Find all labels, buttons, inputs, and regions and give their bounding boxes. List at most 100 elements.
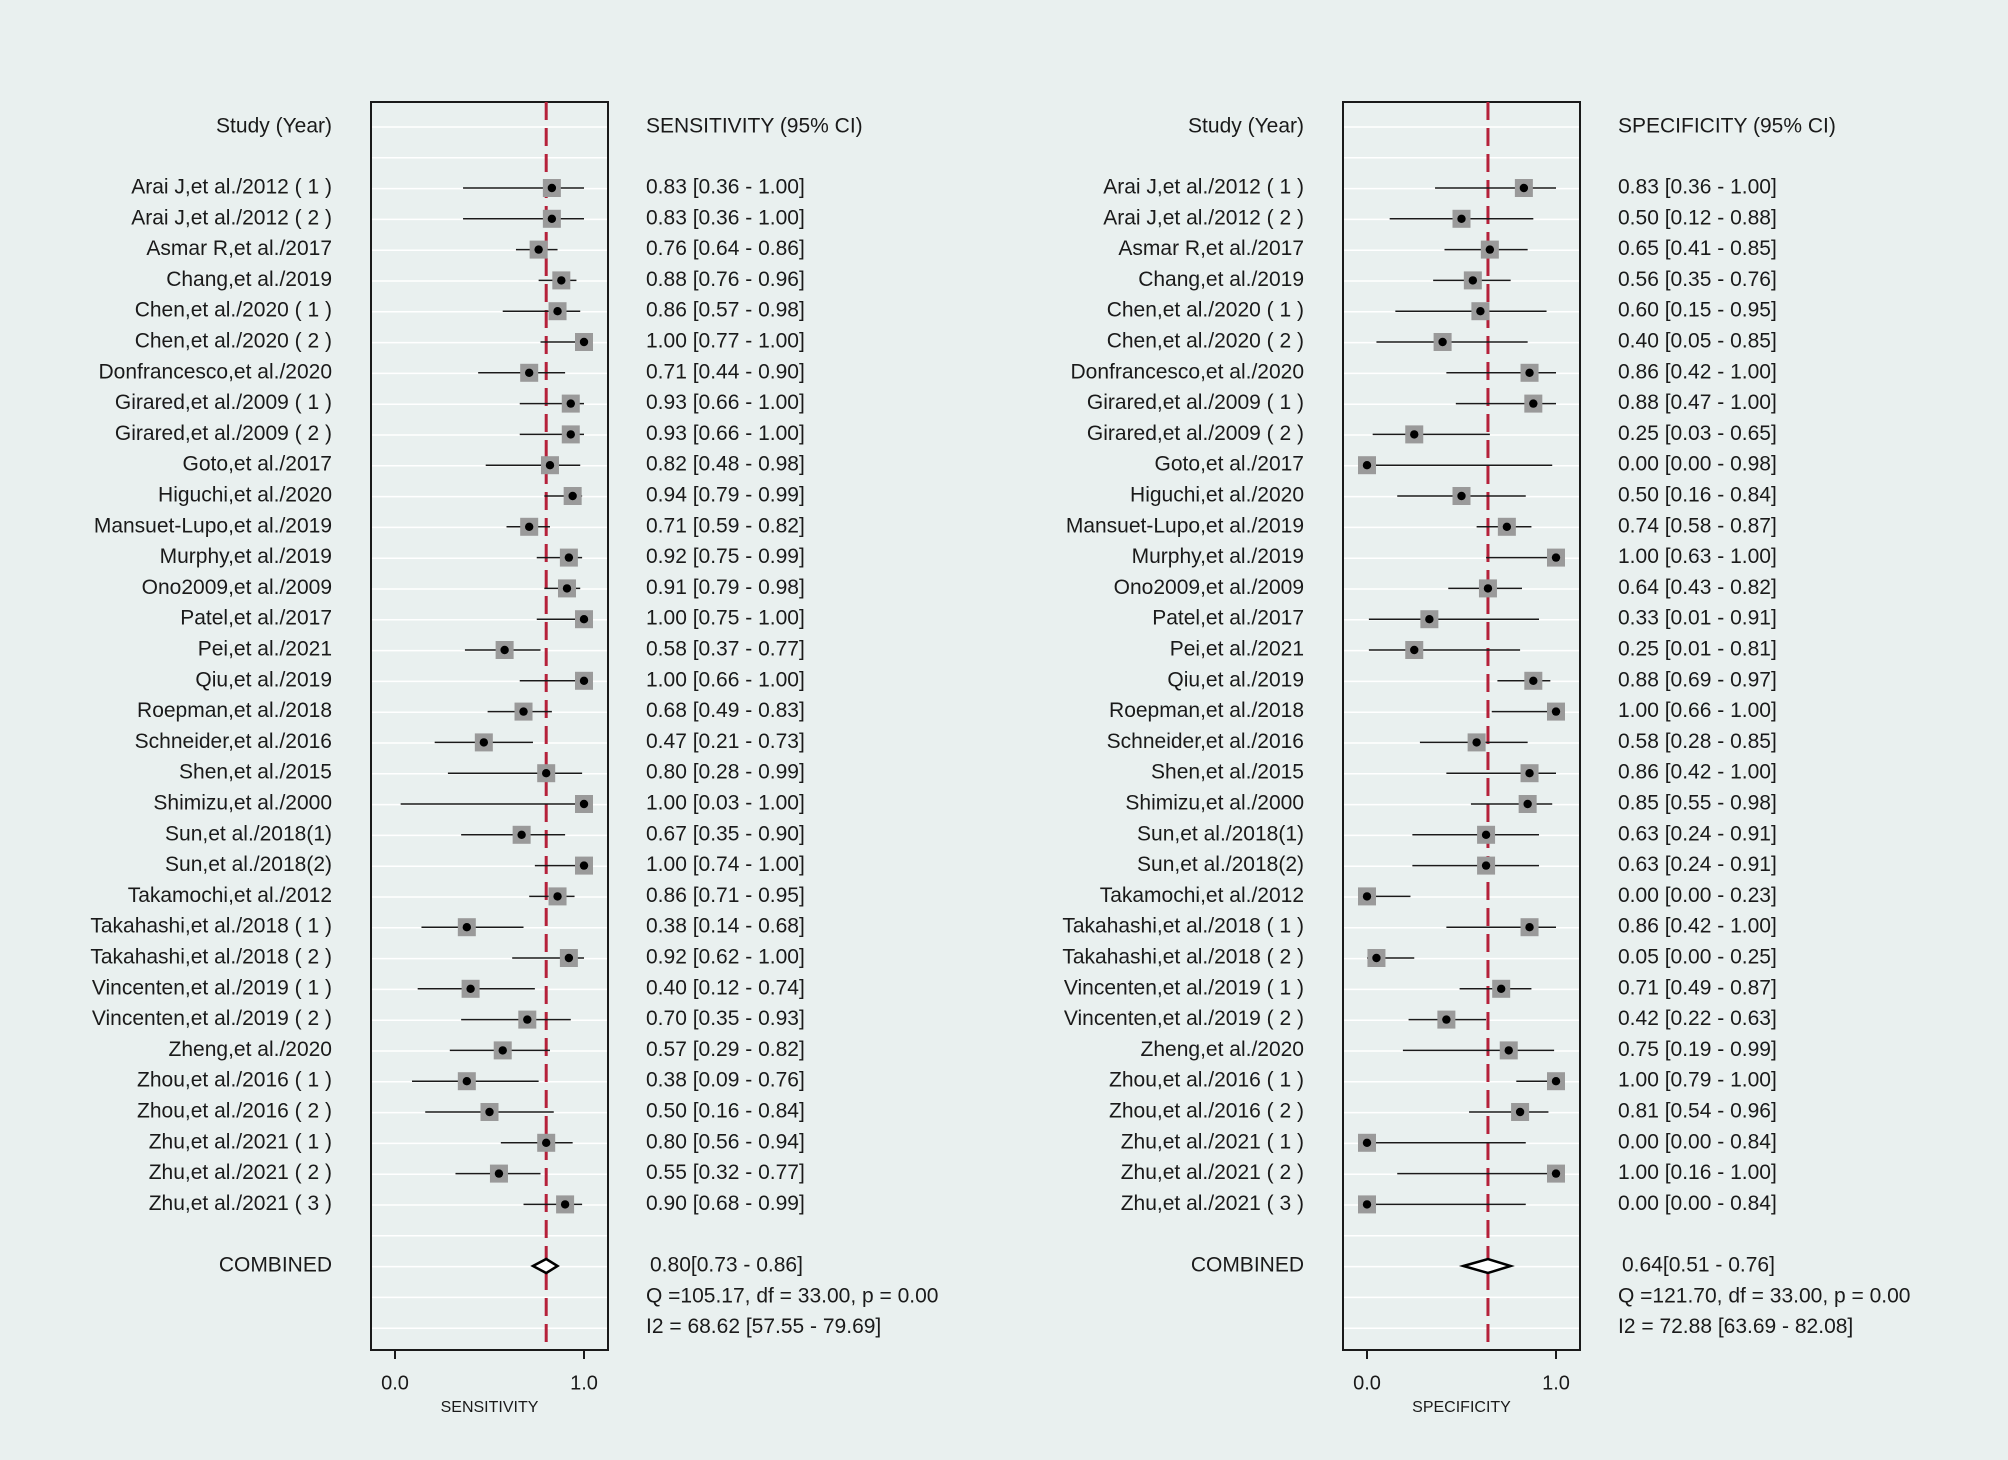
study-label: Higuchi,et al./2020 [1130,484,1304,507]
point-estimate [494,1169,504,1178]
study-ci-text: 0.86 [0.42 - 1.00] [1618,915,1777,938]
point-estimate [1372,953,1381,963]
point-estimate [545,461,555,470]
study-ci-text: 0.80 [0.28 - 0.99] [646,761,805,784]
point-estimate [524,368,534,377]
sensitivity-plot-frame [370,101,609,1351]
point-estimate [466,984,475,993]
study-ci-text: 0.65 [0.41 - 0.85] [1618,237,1777,260]
study-ci-text: 0.86 [0.42 - 1.00] [1618,761,1777,784]
study-label: Schneider,et al./2016 [1107,730,1304,753]
study-label: Pei,et al./2021 [1170,638,1304,661]
point-estimate [1362,461,1372,470]
study-label: Takahashi,et al./2018 ( 2 ) [90,946,332,969]
study-ci-text: 0.00 [0.00 - 0.84] [1618,1130,1777,1153]
point-estimate [568,491,577,501]
x-tick-label: 0.0 [1353,1372,1381,1394]
study-ci-text: 0.70 [0.35 - 0.93] [646,1007,805,1030]
study-ci-text: 0.25 [0.03 - 0.65] [1618,422,1777,445]
point-estimate [1485,245,1495,254]
study-label: Donfrancesco,et al./2020 [99,360,332,383]
study-ci-text: 0.83 [0.36 - 1.00] [646,206,805,229]
study-label: Girared,et al./2009 ( 1 ) [115,391,332,414]
study-label: Vincenten,et al./2019 ( 2 ) [92,1007,332,1030]
study-label: Shimizu,et al./2000 [1125,792,1304,815]
point-estimate [1362,1138,1372,1148]
point-estimate [1476,307,1485,316]
point-estimate [1504,1046,1513,1055]
study-ci-text: 0.38 [0.14 - 0.68] [646,915,805,938]
combined-ci-text: 0.80[0.73 - 0.86] [650,1254,803,1277]
point-estimate [1496,984,1506,993]
point-estimate [1457,214,1466,223]
study-ci-text: 0.88 [0.69 - 0.97] [1618,668,1777,691]
study-ci-text: 0.50 [0.16 - 0.84] [646,1100,805,1123]
heterogeneity-q: Q =121.70, df = 33.00, p = 0.00 [1618,1284,1910,1307]
study-label: Roepman,et al./2018 [1109,699,1304,722]
point-estimate [579,615,589,624]
study-ci-text: 0.33 [0.01 - 0.91] [1618,607,1777,630]
study-ci-text: 0.47 [0.21 - 0.73] [646,730,805,753]
specificity-x-axis-label: SPECIFICITY [1412,1399,1511,1416]
x-tick-label: 1.0 [1542,1372,1570,1394]
study-ci-text: 0.50 [0.12 - 0.88] [1618,206,1777,229]
study-label: Shimizu,et al./2000 [153,792,332,815]
study-label: Chen,et al./2020 ( 2 ) [135,330,332,353]
study-ci-text: 0.92 [0.62 - 1.00] [646,946,805,969]
point-estimate [1551,1169,1561,1178]
point-estimate [579,861,589,870]
point-estimate [1529,676,1538,685]
study-ci-text: 0.86 [0.57 - 0.98] [646,299,805,322]
study-label: Patel,et al./2017 [1152,607,1304,630]
point-estimate [1519,183,1529,193]
combined-label: COMBINED [219,1254,332,1277]
study-label: Roepman,et al./2018 [137,699,332,722]
point-estimate [479,738,489,747]
study-ci-text: 0.58 [0.37 - 0.77] [646,638,805,661]
study-ci-text: 0.50 [0.16 - 0.84] [1618,484,1777,507]
study-label: Takahashi,et al./2018 ( 1 ) [90,915,332,938]
study-label: Vincenten,et al./2019 ( 1 ) [92,976,332,999]
study-ci-text: 0.88 [0.76 - 0.96] [646,268,805,291]
study-label: Zhu,et al./2021 ( 3 ) [149,1192,332,1215]
combined-label: COMBINED [1191,1254,1304,1277]
study-label: Chen,et al./2020 ( 2 ) [1107,330,1304,353]
study-label: Goto,et al./2017 [183,453,332,476]
study-ci-text: 1.00 [0.79 - 1.00] [1618,1069,1777,1092]
study-ci-text: 0.56 [0.35 - 0.76] [1618,268,1777,291]
study-ci-text: 0.75 [0.19 - 0.99] [1618,1038,1777,1061]
point-estimate [1483,584,1493,593]
point-estimate [1425,615,1434,624]
study-ci-text: 0.00 [0.00 - 0.84] [1618,1192,1777,1215]
study-ci-text: 1.00 [0.77 - 1.00] [646,330,805,353]
study-label: Vincenten,et al./2019 ( 1 ) [1064,976,1304,999]
specificity-ci-header: SPECIFICITY (95% CI) [1618,115,1836,138]
point-estimate [1438,337,1447,347]
point-estimate [579,799,589,809]
study-ci-text: 0.83 [0.36 - 1.00] [1618,176,1777,199]
study-ci-text: 0.74 [0.58 - 0.87] [1618,514,1777,537]
study-label: Girared,et al./2009 ( 2 ) [115,422,332,445]
study-label: Zhu,et al./2021 ( 3 ) [1121,1192,1304,1215]
study-label: Girared,et al./2009 ( 2 ) [1087,422,1304,445]
study-label: Chen,et al./2020 ( 1 ) [135,299,332,322]
study-label: Qiu,et al./2019 [195,668,332,691]
study-label: Zhu,et al./2021 ( 1 ) [1121,1130,1304,1153]
study-ci-text: 0.90 [0.68 - 0.99] [646,1192,805,1215]
sensitivity-study-header: Study (Year) [216,115,332,138]
study-ci-text: 0.88 [0.47 - 1.00] [1618,391,1777,414]
study-label: Zhou,et al./2016 ( 1 ) [1109,1069,1304,1092]
study-ci-text: 0.60 [0.15 - 0.95] [1618,299,1777,322]
study-ci-text: 1.00 [0.03 - 1.00] [646,792,805,815]
study-label: Zhou,et al./2016 ( 1 ) [137,1069,332,1092]
study-label: Arai J,et al./2012 ( 1 ) [131,176,332,199]
study-label: Shen,et al./2015 [1151,761,1304,784]
heterogeneity-i2: I2 = 72.88 [63.69 - 82.08] [1618,1315,1853,1338]
point-estimate [1472,738,1481,747]
study-label: Mansuet-Lupo,et al./2019 [94,514,332,537]
study-ci-text: 0.81 [0.54 - 0.96] [1618,1100,1777,1123]
study-ci-text: 0.91 [0.79 - 0.98] [646,576,805,599]
study-label: Arai J,et al./2012 ( 2 ) [131,206,332,229]
study-label: Chang,et al./2019 [1138,268,1304,291]
